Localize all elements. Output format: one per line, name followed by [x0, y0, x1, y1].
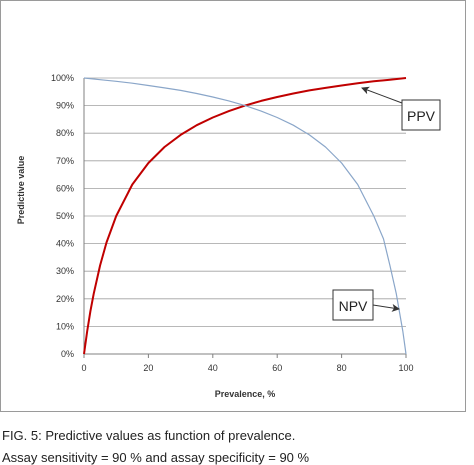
ppv-line [83, 77, 407, 355]
ppv-label: PPV [407, 108, 436, 124]
y-axis-title: Predictive value [16, 156, 26, 225]
gridlines [84, 77, 406, 327]
x-tick-label: 20 [143, 363, 153, 373]
axes [83, 78, 407, 358]
ppv-arrow [361, 86, 403, 104]
npv-label: NPV [339, 298, 368, 314]
predictive-value-chart: 0% 10% 20% 30% 40% 50% 60% 70% 80% 90% 100% 0 20 40 6… [16, 73, 441, 399]
x-tick-label: 80 [337, 363, 347, 373]
y-tick-label: 50% [56, 211, 74, 221]
x-tick-label: 60 [272, 363, 282, 373]
npv-line [83, 77, 407, 355]
series-lines [83, 77, 407, 355]
y-tick-label: 70% [56, 156, 74, 166]
npv-annotation: NPV [332, 289, 400, 321]
npv-label-box [332, 289, 374, 321]
figure-caption-line-1: FIG. 5: Predictive values as function of… [2, 428, 296, 443]
figure-caption-line-2: Assay sensitivity = 90 % and assay speci… [2, 450, 310, 465]
ppv-annotation: PPV [361, 86, 441, 131]
x-tick-label: 100 [398, 363, 413, 373]
ppv-label-box [401, 99, 441, 131]
chart-frame [0, 0, 466, 412]
npv-arrow [372, 303, 400, 312]
y-tick-label: 30% [56, 266, 74, 276]
y-tick-label: 20% [56, 294, 74, 304]
y-tick-label: 90% [56, 101, 74, 111]
x-tick-label: 0 [81, 363, 86, 373]
y-tick-label: 100% [51, 73, 74, 83]
y-tick-label: 0% [61, 349, 74, 359]
x-tick-label: 40 [208, 363, 218, 373]
y-tick-labels: 0% 10% 20% 30% 40% 50% 60% 70% 80% 90% 100% [51, 73, 74, 359]
x-axis-title: Prevalence, % [215, 389, 276, 399]
x-tick-labels: 0 20 40 60 80 100 [81, 363, 413, 373]
y-tick-label: 40% [56, 239, 74, 249]
y-tick-label: 80% [56, 128, 74, 138]
y-tick-label: 10% [56, 321, 74, 331]
y-tick-label: 60% [56, 183, 74, 193]
